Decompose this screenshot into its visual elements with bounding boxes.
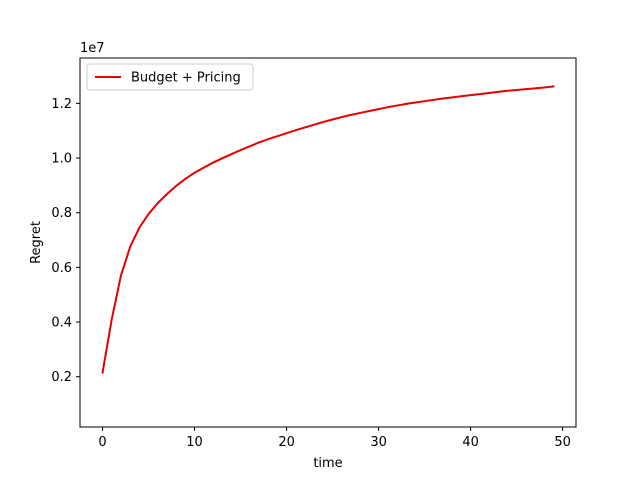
y-axis-offset-text: 1e7 xyxy=(80,41,105,56)
y-tick-label: 1.0 xyxy=(51,152,72,167)
series-layer xyxy=(101,85,555,374)
y-axis-ticks: 0.2 0.4 0.6 0.8 1.0 1.2 xyxy=(51,97,80,385)
x-tick-label: 0 xyxy=(98,435,106,450)
y-tick-label: 0.6 xyxy=(51,261,72,276)
plot-area-frame xyxy=(79,57,577,428)
x-axis-label: time xyxy=(313,456,342,471)
legend-label: Budget + Pricing xyxy=(131,71,241,86)
x-tick-label: 10 xyxy=(186,435,203,450)
x-axis-ticks: 0 10 20 30 40 50 xyxy=(98,427,571,450)
y-tick-label: 0.4 xyxy=(51,316,72,331)
y-tick-label: 0.8 xyxy=(51,206,72,221)
legend: Budget + Pricing xyxy=(86,63,254,91)
y-tick-label: 0.2 xyxy=(51,370,72,385)
series-line xyxy=(101,85,555,374)
y-axis-label: Regret xyxy=(29,221,44,264)
x-tick-label: 30 xyxy=(370,435,387,450)
x-tick-label: 40 xyxy=(462,435,479,450)
x-tick-label: 20 xyxy=(278,435,295,450)
legend-box xyxy=(86,63,254,91)
x-tick-label: 50 xyxy=(554,435,571,450)
y-tick-label: 1.2 xyxy=(51,97,72,112)
